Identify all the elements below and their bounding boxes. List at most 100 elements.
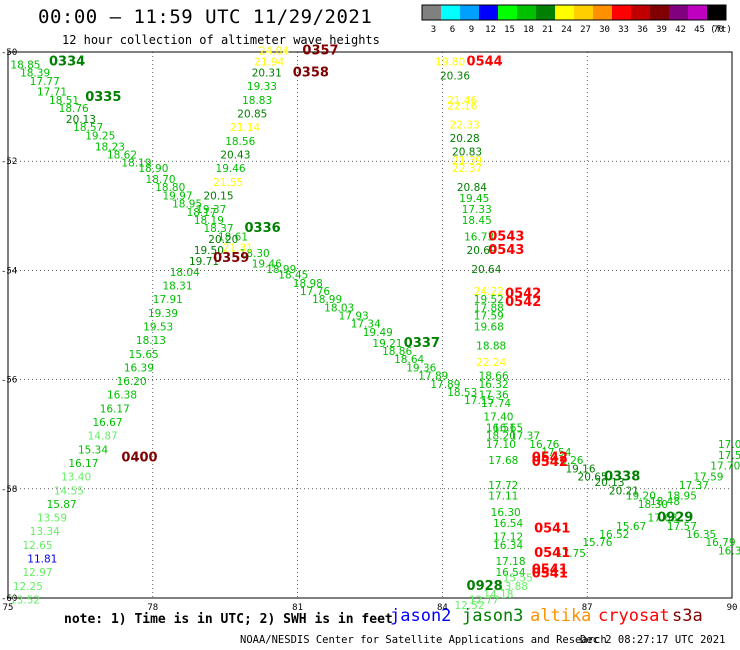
wave-height-value: 18.95 <box>667 491 697 503</box>
pass-time-label: 0541 <box>534 546 570 561</box>
wave-height-value: 17.36 <box>479 390 509 402</box>
wave-height-value: 22.24 <box>476 357 506 369</box>
wave-height-value: 19.68 <box>474 321 504 333</box>
wave-height-value: 14.55 <box>54 485 84 497</box>
wave-height-value: 16.51 <box>486 422 516 434</box>
wave-height-legend: 3 6 9 12 15 18 21 24 27 30 33 36 39 42 45 70(ft) <box>421 4 732 35</box>
wave-height-value: 19.45 <box>459 193 489 205</box>
wave-height-value: 16.33 <box>718 545 740 557</box>
wave-height-value: 13.34 <box>30 526 60 538</box>
legend-label: 12 <box>485 25 496 35</box>
wave-height-value: 13.52 <box>10 594 40 606</box>
legend-swatch <box>555 5 574 20</box>
pass-time-label: 0544 <box>467 55 503 70</box>
legend-label: 27 <box>580 25 591 35</box>
wave-height-value: 17.63 <box>648 513 678 525</box>
wave-height-value: 18.48 <box>650 496 680 508</box>
lon-tick-label: 87 <box>582 603 593 612</box>
legend-label: 3 <box>431 25 436 35</box>
pass-time-label: 0543 <box>488 229 524 244</box>
lat-tick-label: -52 <box>1 157 17 167</box>
wave-height-value: 19.49 <box>363 327 393 339</box>
wave-height-value: 13.59 <box>37 513 67 525</box>
wave-height-value: 17.59 <box>474 311 504 323</box>
legend-swatch <box>574 5 593 20</box>
wave-height-value: 16.67 <box>92 417 122 429</box>
wave-height-value: 21.46 <box>447 95 477 107</box>
legend-swatch <box>422 5 441 20</box>
wave-height-value: 17.89 <box>418 371 448 383</box>
wave-height-value: 17.89 <box>430 379 460 391</box>
wave-height-value: 18.23 <box>95 141 125 153</box>
wave-height-value: 16.79 <box>705 537 735 549</box>
pass-time-label: 0359 <box>213 251 249 266</box>
wave-height-value: 19.16 <box>565 463 595 475</box>
wave-height-value: 17.10 <box>486 439 516 451</box>
wave-height-value: 17.72 <box>488 480 518 492</box>
wave-height-value: 20.20 <box>208 234 238 246</box>
wave-height-value: 13.40 <box>61 472 91 484</box>
satellite-jason3: jason3 <box>462 606 524 626</box>
satellite-altika: altika <box>530 606 592 626</box>
wave-height-value: 17.37 <box>679 480 709 492</box>
wave-height-value: 19.50 <box>194 245 224 257</box>
wave-height-value: 20.85 <box>237 109 267 121</box>
wave-height-value: 19.33 <box>247 81 277 93</box>
wave-height-value: 14.87 <box>88 431 118 443</box>
legend-swatch <box>536 5 555 20</box>
wave-height-value: 18.76 <box>59 103 89 115</box>
lat-tick-label: -56 <box>1 376 17 386</box>
wave-height-value: 15.67 <box>616 521 646 533</box>
legend-swatch <box>441 5 460 20</box>
wave-height-value: 17.71 <box>37 87 67 99</box>
wave-height-value: 22.33 <box>450 119 480 131</box>
wave-height-value: 18.39 <box>20 68 50 80</box>
legend-swatch <box>460 5 479 20</box>
footer-date: Dec 2 08:27:17 UTC 2021 <box>580 634 726 646</box>
pass-time-label: 0400 <box>121 451 157 466</box>
legend-swatch <box>707 5 726 20</box>
legend-swatch <box>650 5 669 20</box>
wave-height-value: 20.83 <box>452 147 482 159</box>
wave-height-value: 16.17 <box>100 403 130 415</box>
wave-height-value: 18.31 <box>162 281 192 293</box>
wave-height-value: 18.66 <box>479 371 509 383</box>
wave-height-value: 22.16 <box>447 100 477 112</box>
legend-label: 39 <box>656 25 667 35</box>
lon-tick-label: 75 <box>3 603 14 612</box>
wave-height-value: 18.88 <box>476 341 506 353</box>
wave-height-value: 18.53 <box>447 387 477 399</box>
wave-height-value: 12.25 <box>13 581 43 593</box>
wave-height-value: 20.65 <box>578 472 608 484</box>
footer-credit: NOAA/NESDIS Center for Satellite Applica… <box>240 634 607 646</box>
wave-height-value: 17.57 <box>667 521 697 533</box>
wave-height-value: 16.65 <box>493 422 523 434</box>
wave-height-value: 18.45 <box>278 270 308 282</box>
wave-height-value: 20.15 <box>203 190 233 202</box>
wave-height-value: 17.34 <box>351 319 381 331</box>
wave-height-value: 17.33 <box>462 204 492 216</box>
wave-height-value: 16.38 <box>107 390 137 402</box>
wave-height-value: 19.80 <box>435 57 465 69</box>
wave-height-value: 18.51 <box>49 95 79 107</box>
lat-tick-label: -54 <box>1 266 17 276</box>
wave-height-value: 18.17 <box>187 207 217 219</box>
wave-height-value: 12.77 <box>469 594 499 606</box>
wave-height-value: 18.86 <box>382 346 412 358</box>
wave-height-value: 20.43 <box>220 149 250 161</box>
wave-height-value: 17.15 <box>464 395 494 407</box>
wave-height-value: 19.46 <box>216 163 246 175</box>
wave-height-value: 19.36 <box>406 362 436 374</box>
wave-height-value: 15.65 <box>129 349 159 361</box>
map-subtitle: 12 hour collection of altimeter wave hei… <box>62 33 380 47</box>
pass-time-label: 0541 <box>534 521 570 536</box>
wave-height-value: 13.88 <box>498 581 528 593</box>
wave-height-value: 17.5 <box>718 450 740 462</box>
wave-height-value: 18.19 <box>121 158 151 170</box>
pass-time-label: 0335 <box>85 90 121 105</box>
wave-height-value: 18.19 <box>194 215 224 227</box>
pass-time-label: 0543 <box>488 243 524 258</box>
legend-label: 15 <box>504 25 515 35</box>
wave-height-value: 11.81 <box>27 554 57 566</box>
lon-tick-label: 84 <box>437 603 448 612</box>
